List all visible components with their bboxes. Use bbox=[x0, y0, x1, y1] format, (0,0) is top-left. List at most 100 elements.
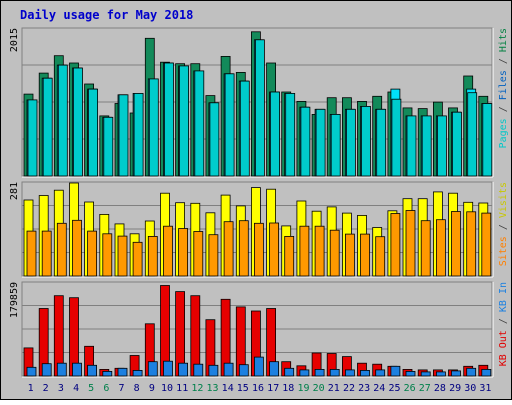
bar-pages bbox=[42, 77, 53, 177]
bar-pages bbox=[270, 91, 281, 177]
series-kb-in bbox=[26, 356, 492, 377]
bar-kb-in bbox=[269, 361, 280, 377]
y-max-label: 281 bbox=[9, 182, 20, 200]
x-tick-label: 31 bbox=[479, 383, 491, 394]
bar-pages bbox=[118, 94, 129, 177]
bar-kb-in bbox=[238, 364, 249, 377]
x-tick-label: 14 bbox=[222, 383, 234, 394]
x-tick-label: 25 bbox=[388, 383, 400, 394]
bar-kb-in bbox=[284, 367, 295, 377]
x-tick-label: 27 bbox=[419, 383, 431, 394]
bar-kb-in bbox=[314, 368, 325, 377]
bar-kb-in bbox=[329, 368, 340, 377]
axis-label-segment: / bbox=[498, 100, 509, 118]
chart-title: Daily usage for May 2018 bbox=[20, 8, 193, 22]
x-tick-label: 9 bbox=[149, 383, 155, 394]
bar-pages bbox=[285, 93, 296, 177]
bar-pages bbox=[254, 39, 265, 177]
bar-pages bbox=[103, 116, 114, 177]
x-tick-label: 13 bbox=[206, 383, 218, 394]
bar-sites bbox=[72, 219, 82, 277]
bar-kb-in bbox=[102, 370, 113, 377]
bar-sites bbox=[269, 222, 280, 277]
bar-pages bbox=[315, 108, 326, 177]
bar-sites bbox=[420, 220, 431, 277]
x-tick-label: 3 bbox=[58, 383, 64, 394]
axis-label-segment: Files bbox=[498, 70, 509, 100]
bar-pages bbox=[361, 106, 371, 177]
bar-sites bbox=[117, 235, 128, 277]
bar-sites bbox=[375, 236, 386, 277]
bar-sites bbox=[102, 233, 113, 277]
bar-pages bbox=[345, 108, 356, 177]
bar-pages bbox=[73, 67, 83, 177]
axis-label-segment: Sites bbox=[498, 236, 509, 266]
x-tick-label: 7 bbox=[118, 383, 124, 394]
bar-kb-in bbox=[451, 370, 461, 377]
bar-sites bbox=[87, 230, 97, 277]
x-tick-label: 8 bbox=[134, 383, 140, 394]
bar-pages bbox=[330, 114, 341, 177]
bar-kb-in bbox=[87, 364, 97, 377]
bar-sites bbox=[238, 220, 249, 277]
bar-kb-in bbox=[466, 367, 477, 377]
bar-sites bbox=[435, 219, 446, 277]
bar-sites bbox=[178, 228, 189, 277]
bar-sites bbox=[314, 225, 325, 277]
x-tick-label: 28 bbox=[434, 383, 446, 394]
bar-kb-in bbox=[223, 362, 234, 377]
bar-kb-in bbox=[481, 368, 492, 377]
bar-kb-in bbox=[390, 365, 401, 377]
x-tick-label: 6 bbox=[103, 383, 109, 394]
bar-kb-in bbox=[41, 363, 52, 377]
bar-sites bbox=[56, 222, 67, 277]
bar-sites bbox=[360, 233, 370, 277]
bar-pages bbox=[133, 93, 144, 177]
x-tick-label: 29 bbox=[449, 383, 461, 394]
bar-sites bbox=[299, 225, 310, 277]
y-max-label: 2015 bbox=[9, 28, 20, 52]
bar-kb-in bbox=[360, 369, 370, 377]
bar-kb-in bbox=[253, 356, 264, 377]
bar-sites bbox=[147, 235, 158, 277]
bar-pages bbox=[209, 102, 220, 177]
x-tick-label: 22 bbox=[343, 383, 355, 394]
axis-label-segment: / bbox=[498, 52, 509, 70]
axis-series-label: KB Out / KB In bbox=[498, 282, 509, 366]
bar-sites bbox=[193, 231, 204, 277]
y-max-label: 179859 bbox=[9, 282, 20, 318]
bar-kb-in bbox=[208, 364, 219, 377]
bar-sites bbox=[390, 213, 401, 277]
bar-kb-in bbox=[435, 371, 446, 377]
bar-kb-in bbox=[117, 367, 128, 377]
series-sites bbox=[26, 210, 492, 277]
bar-pages bbox=[239, 80, 250, 177]
panel-kb: 179859 KB Out / KB In bbox=[9, 281, 509, 378]
x-tick-label: 19 bbox=[297, 383, 309, 394]
bar-sites bbox=[481, 212, 492, 277]
bar-sites bbox=[284, 235, 295, 277]
axis-label-segment: KB Out bbox=[498, 330, 509, 366]
x-tick-label: 12 bbox=[191, 383, 203, 394]
bar-kb-in bbox=[72, 362, 82, 377]
chart-panels: 2015 Pages / Files / Hits 281 Sites / Visit… bbox=[9, 27, 509, 378]
bar-pages bbox=[224, 73, 235, 177]
bar-sites bbox=[405, 210, 416, 277]
bar-kb-in bbox=[178, 362, 189, 377]
x-tick-label: 21 bbox=[328, 383, 340, 394]
bar-sites bbox=[163, 225, 173, 277]
bar-kb-in bbox=[26, 366, 37, 377]
bar-pages bbox=[406, 115, 417, 177]
bar-kb-in bbox=[56, 362, 67, 377]
bar-pages bbox=[27, 99, 38, 177]
axis-label-segment: Pages bbox=[498, 118, 509, 148]
bar-kb-in bbox=[193, 363, 204, 377]
bar-pages bbox=[421, 115, 432, 177]
bar-pages bbox=[467, 92, 478, 177]
axis-series-label: Pages / Files / Hits bbox=[498, 28, 509, 148]
bar-pages bbox=[376, 108, 387, 177]
bar-pages bbox=[88, 88, 98, 177]
bar-pages bbox=[194, 70, 205, 177]
